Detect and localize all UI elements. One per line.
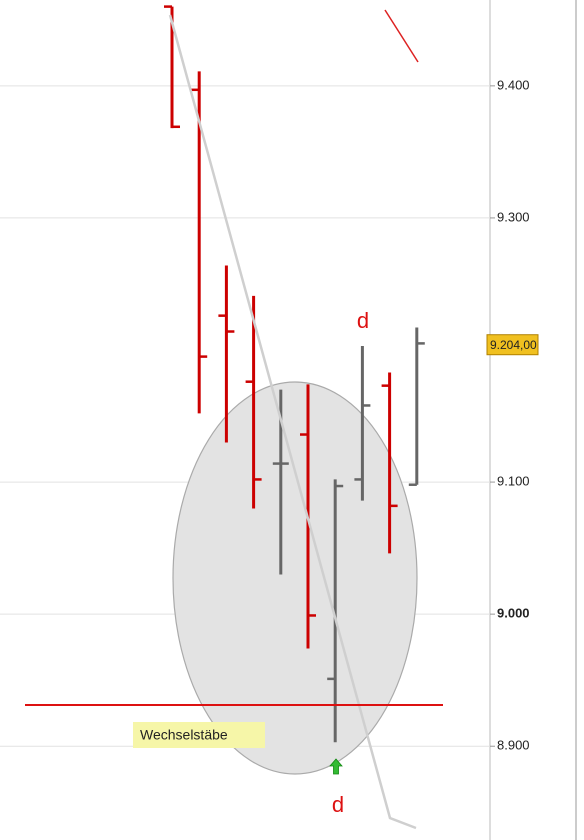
- y-tick-label: 9.000: [497, 606, 530, 621]
- y-tick-label: 9.100: [497, 474, 530, 489]
- annotation: d: [332, 792, 344, 817]
- trend-line-red: [384, 9, 419, 63]
- y-tick-label: 9.300: [497, 209, 530, 224]
- price-tag: [486, 334, 539, 356]
- signal-arrow: [329, 758, 343, 775]
- price-tag-label: 9.204,00: [490, 338, 537, 352]
- y-tick-label: 9.400: [497, 77, 530, 92]
- highlight-ellipse: [172, 381, 418, 775]
- label-box: [133, 722, 265, 748]
- y-tick-label: 8.900: [497, 738, 530, 753]
- annotation: d: [357, 308, 369, 333]
- trend-line: [168, 14, 417, 830]
- annotation: Wechselstäbe: [140, 727, 228, 743]
